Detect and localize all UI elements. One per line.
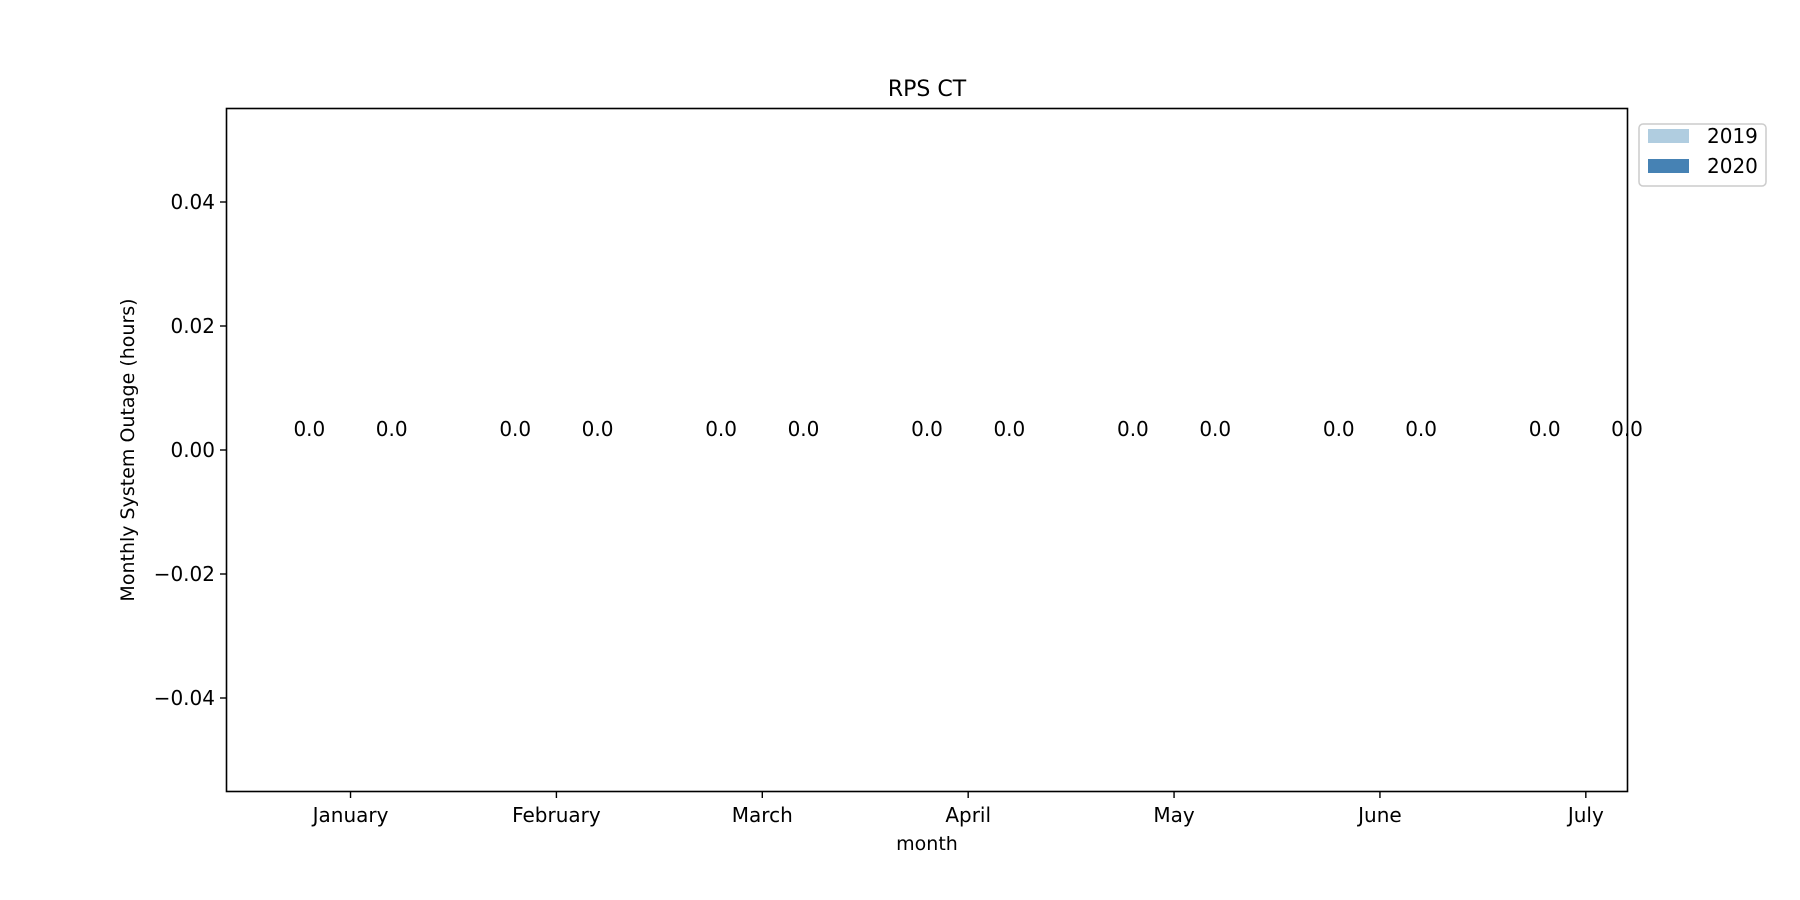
data-labels: 0.0 0.0 0.0 0.0 0.0 0.0 0.00.0 0.0 0.0 0.0 0.0 0.0 0…	[293, 417, 1642, 441]
legend-swatch-2020	[1648, 159, 1689, 173]
y-axis-ticks: −0.04 −0.02 0.00 0.02 0.04	[154, 190, 227, 710]
legend-label-2020: 2020	[1707, 154, 1758, 178]
data-label-2020-january: 0.0	[376, 417, 408, 441]
x-axis-ticks: January February March April May June July	[311, 791, 1604, 827]
data-label-2019-march: 0.0	[705, 417, 737, 441]
x-tick-label: January	[311, 803, 389, 827]
chart-title: RPS CT	[888, 77, 967, 102]
data-label-2019-february: 0.0	[499, 417, 531, 441]
x-axis-title: month	[896, 833, 958, 855]
plot-area-frame	[225, 107, 1629, 793]
legend: 2019 2020	[1638, 123, 1767, 187]
data-label-2019-april: 0.0	[911, 417, 943, 441]
y-tick-label: −0.04	[154, 686, 215, 710]
legend-swatch-2019	[1648, 129, 1689, 143]
y-tick-label: −0.02	[154, 562, 215, 586]
data-label-2020-june: 0.0	[1405, 417, 1437, 441]
y-tick-label: 0.00	[170, 438, 215, 462]
x-tick-label: February	[512, 803, 601, 827]
data-label-2019-may: 0.0	[1117, 417, 1149, 441]
data-label-2019-january: 0.0	[293, 417, 325, 441]
data-label-2020-february: 0.0	[582, 417, 614, 441]
x-tick-label: April	[945, 803, 991, 827]
x-tick-label: July	[1566, 803, 1604, 827]
y-axis-title: Monthly System Outage (hours)	[117, 298, 139, 601]
y-tick-label: 0.04	[170, 190, 215, 214]
data-label-2020-may: 0.0	[1199, 417, 1231, 441]
x-tick-label: June	[1356, 803, 1402, 827]
x-tick-label: March	[732, 803, 793, 827]
x-tick-label: May	[1153, 803, 1195, 827]
data-label-2019-june: 0.0	[1323, 417, 1355, 441]
data-label-2019-july: 0.0	[1529, 417, 1561, 441]
data-label-2020-april: 0.0	[993, 417, 1025, 441]
legend-label-2019: 2019	[1707, 124, 1758, 148]
data-label-2020-march: 0.0	[788, 417, 820, 441]
y-tick-label: 0.02	[170, 314, 215, 338]
